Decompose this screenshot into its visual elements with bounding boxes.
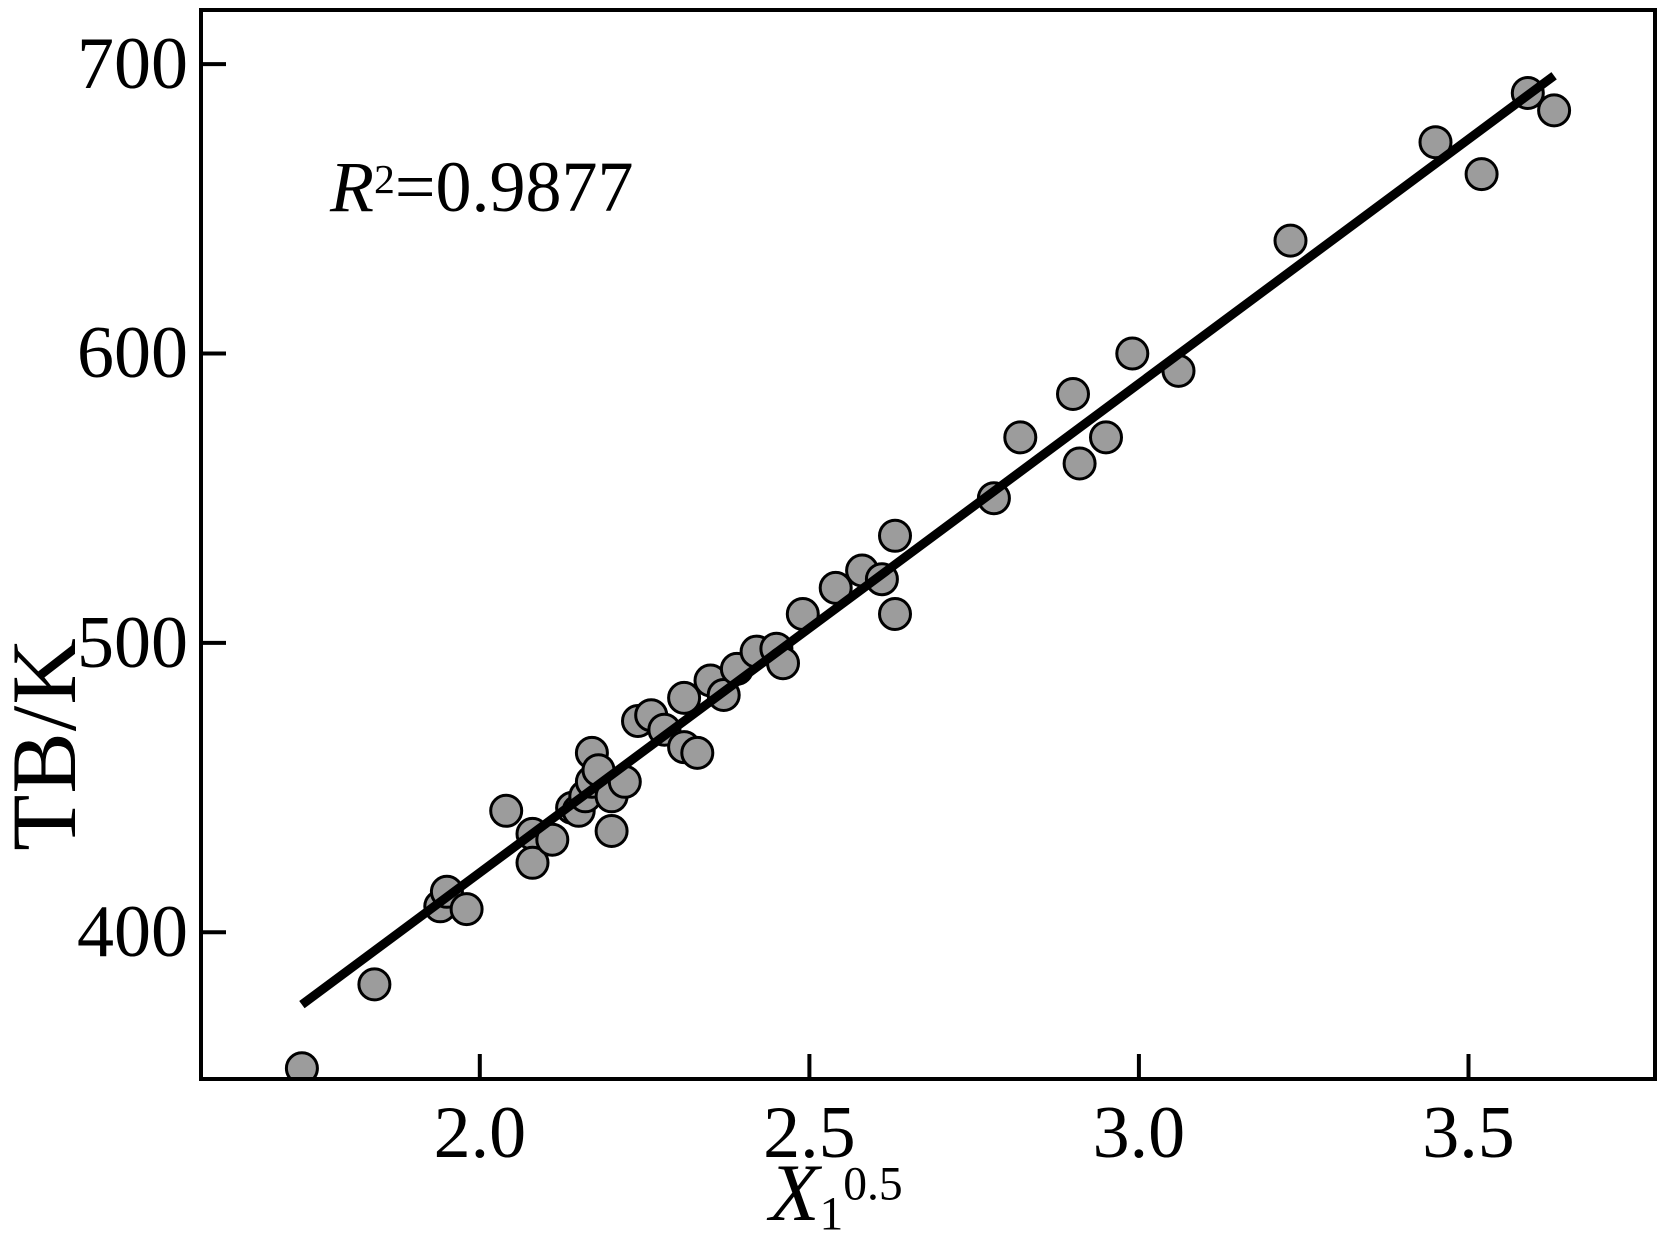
r-squared-annotation: R2=0.9877 (330, 146, 633, 229)
data-point (878, 518, 912, 553)
x-tick-label: 2.0 (433, 1092, 527, 1174)
x-axis-title-sub: 1 (819, 1188, 844, 1241)
data-point (1273, 223, 1308, 258)
data-point (667, 680, 702, 715)
data-point (357, 967, 392, 1002)
x-tick-label: 3.0 (1092, 1092, 1186, 1174)
x-axis-title-base: X (769, 1147, 820, 1238)
data-point (1537, 93, 1572, 128)
plot-area (199, 8, 1657, 1081)
data-point (878, 597, 912, 631)
y-tick-label: 500 (77, 601, 188, 684)
x-tick-label: 3.5 (1422, 1092, 1515, 1174)
data-point (489, 793, 524, 828)
y-tick-label: 700 (77, 23, 188, 106)
x-axis-title-sup: 0.5 (843, 1158, 903, 1211)
r-squared-base: R (330, 147, 374, 227)
trend-line (299, 72, 1557, 1009)
data-point (515, 845, 550, 880)
data-point (594, 814, 629, 848)
data-point (680, 735, 715, 770)
data-point (1062, 446, 1097, 481)
data-point (1115, 336, 1150, 371)
data-point (284, 1051, 319, 1077)
plot-svg (203, 62, 1572, 1077)
data-point (1003, 420, 1038, 455)
data-point (449, 892, 484, 927)
x-axis-title: X10.5 (769, 1146, 902, 1242)
data-point (1056, 377, 1090, 411)
data-point (1418, 125, 1453, 160)
y-tick-label: 400 (77, 891, 188, 974)
data-point (1464, 157, 1499, 192)
data-point (1089, 420, 1123, 455)
r-squared-sup: 2 (373, 156, 395, 203)
y-tick-label: 600 (77, 312, 188, 395)
r-squared-value: =0.9877 (394, 147, 634, 227)
x-tick-label: 2.5 (763, 1092, 856, 1174)
